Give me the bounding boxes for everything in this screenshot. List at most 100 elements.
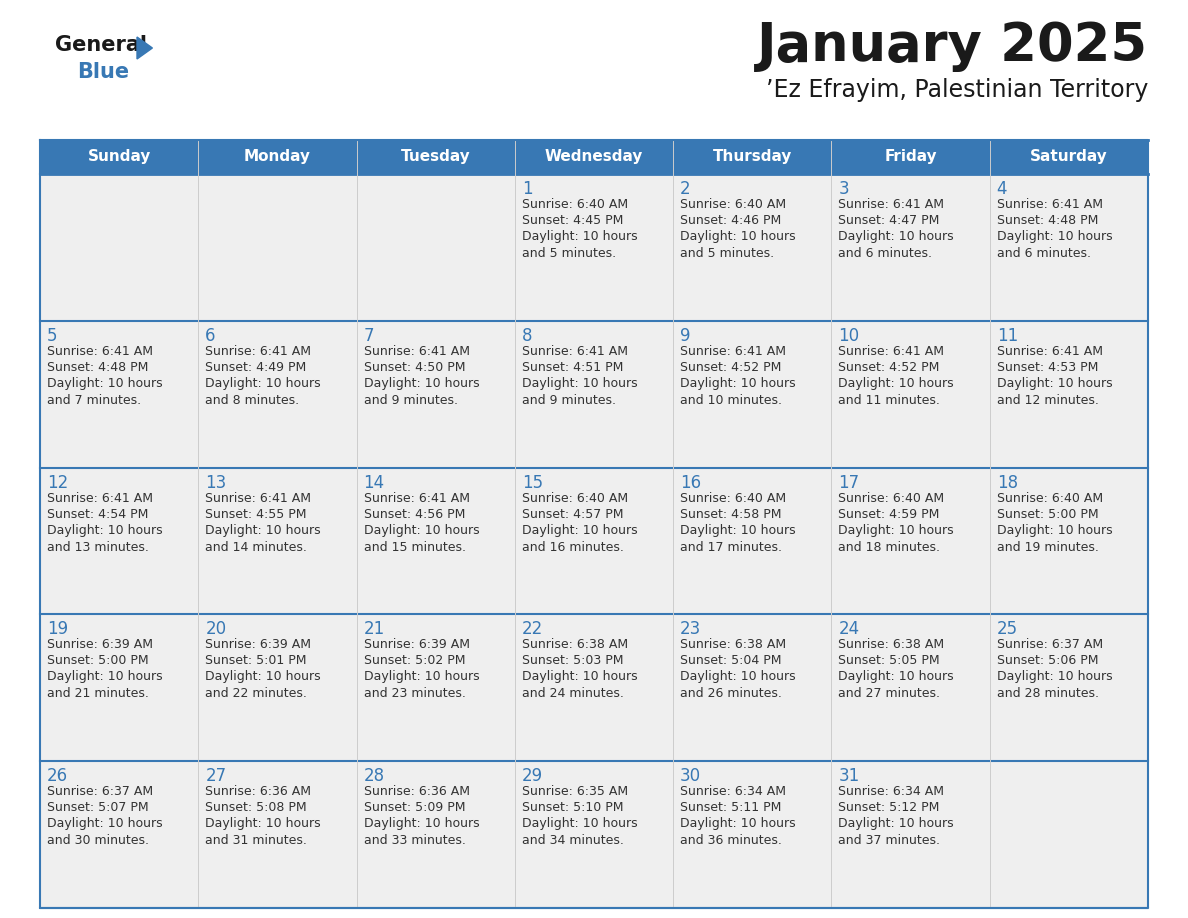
Bar [356,614,514,761]
Text: Sunrise: 6:40 AM: Sunrise: 6:40 AM [997,492,1102,505]
Bar [674,174,832,320]
Bar [514,614,674,761]
Text: ’Ez Efrayim, Palestinian Territory: ’Ez Efrayim, Palestinian Territory [765,78,1148,102]
Text: 21: 21 [364,621,385,638]
Text: 5: 5 [48,327,57,345]
Text: Sunset: 4:50 PM: Sunset: 4:50 PM [364,361,465,374]
Text: Sunset: 4:49 PM: Sunset: 4:49 PM [206,361,307,374]
Text: Sunrise: 6:41 AM: Sunrise: 6:41 AM [48,345,153,358]
Text: Friday: Friday [884,150,937,164]
Text: Sunset: 5:01 PM: Sunset: 5:01 PM [206,655,307,667]
Text: 8: 8 [522,327,532,345]
Text: Daylight: 10 hours
and 10 minutes.: Daylight: 10 hours and 10 minutes. [681,376,796,407]
Text: Daylight: 10 hours
and 37 minutes.: Daylight: 10 hours and 37 minutes. [839,817,954,847]
Bar [674,467,832,614]
Text: Daylight: 10 hours
and 9 minutes.: Daylight: 10 hours and 9 minutes. [364,376,479,407]
Text: 20: 20 [206,621,227,638]
Text: Sunset: 4:52 PM: Sunset: 4:52 PM [839,361,940,374]
Text: Sunset: 5:02 PM: Sunset: 5:02 PM [364,655,465,667]
Text: 27: 27 [206,767,227,785]
Text: 19: 19 [48,621,68,638]
Text: 23: 23 [681,621,701,638]
Text: Wednesday: Wednesday [545,150,643,164]
Text: Sunrise: 6:40 AM: Sunrise: 6:40 AM [681,198,786,211]
Text: Sunrise: 6:41 AM: Sunrise: 6:41 AM [206,492,311,505]
Bar [356,320,514,467]
Text: 30: 30 [681,767,701,785]
Text: Sunrise: 6:37 AM: Sunrise: 6:37 AM [997,638,1102,652]
Text: Sunrise: 6:40 AM: Sunrise: 6:40 AM [681,492,786,505]
Bar [356,761,514,908]
Text: Daylight: 10 hours
and 36 minutes.: Daylight: 10 hours and 36 minutes. [681,817,796,847]
Text: Saturday: Saturday [1030,150,1107,164]
Text: Sunrise: 6:41 AM: Sunrise: 6:41 AM [522,345,627,358]
Text: Sunrise: 6:39 AM: Sunrise: 6:39 AM [364,638,469,652]
Text: Monday: Monday [244,150,311,164]
Text: Daylight: 10 hours
and 19 minutes.: Daylight: 10 hours and 19 minutes. [997,523,1112,554]
Text: Tuesday: Tuesday [400,150,470,164]
Text: Sunrise: 6:41 AM: Sunrise: 6:41 AM [997,345,1102,358]
Text: Sunset: 5:09 PM: Sunset: 5:09 PM [364,801,465,814]
Bar [514,467,674,614]
Text: 25: 25 [997,621,1018,638]
Text: Sunrise: 6:38 AM: Sunrise: 6:38 AM [839,638,944,652]
Bar [990,614,1148,761]
Text: Blue: Blue [77,62,129,82]
Bar [198,174,356,320]
Text: Sunrise: 6:36 AM: Sunrise: 6:36 AM [206,785,311,798]
Text: Sunrise: 6:40 AM: Sunrise: 6:40 AM [522,198,628,211]
Bar [832,614,990,761]
Bar [40,174,198,320]
Text: Daylight: 10 hours
and 21 minutes.: Daylight: 10 hours and 21 minutes. [48,670,163,700]
Text: General: General [55,35,147,55]
Text: Sunset: 5:07 PM: Sunset: 5:07 PM [48,801,148,814]
Text: Sunrise: 6:34 AM: Sunrise: 6:34 AM [839,785,944,798]
Text: 10: 10 [839,327,860,345]
Text: Daylight: 10 hours
and 13 minutes.: Daylight: 10 hours and 13 minutes. [48,523,163,554]
Text: Daylight: 10 hours
and 31 minutes.: Daylight: 10 hours and 31 minutes. [206,817,321,847]
Text: Daylight: 10 hours
and 8 minutes.: Daylight: 10 hours and 8 minutes. [206,376,321,407]
Bar [832,320,990,467]
Text: Sunrise: 6:41 AM: Sunrise: 6:41 AM [839,345,944,358]
Text: 18: 18 [997,474,1018,492]
Text: Sunrise: 6:41 AM: Sunrise: 6:41 AM [839,198,944,211]
Bar [356,467,514,614]
Bar [40,614,198,761]
Text: Sunset: 5:08 PM: Sunset: 5:08 PM [206,801,307,814]
Text: Sunday: Sunday [88,150,151,164]
Text: 6: 6 [206,327,216,345]
Text: Sunset: 4:52 PM: Sunset: 4:52 PM [681,361,782,374]
Text: Sunrise: 6:39 AM: Sunrise: 6:39 AM [48,638,153,652]
Text: 31: 31 [839,767,860,785]
Text: Sunrise: 6:41 AM: Sunrise: 6:41 AM [48,492,153,505]
Text: 1: 1 [522,180,532,198]
Text: Sunrise: 6:41 AM: Sunrise: 6:41 AM [206,345,311,358]
Text: 2: 2 [681,180,690,198]
Text: Daylight: 10 hours
and 6 minutes.: Daylight: 10 hours and 6 minutes. [997,230,1112,260]
Polygon shape [137,37,152,59]
Text: 17: 17 [839,474,860,492]
Text: 13: 13 [206,474,227,492]
Bar [990,320,1148,467]
Text: Sunset: 4:45 PM: Sunset: 4:45 PM [522,214,624,227]
Text: Sunrise: 6:37 AM: Sunrise: 6:37 AM [48,785,153,798]
Bar [40,320,198,467]
Text: 7: 7 [364,327,374,345]
Text: Sunset: 4:54 PM: Sunset: 4:54 PM [48,508,148,521]
Text: Daylight: 10 hours
and 33 minutes.: Daylight: 10 hours and 33 minutes. [364,817,479,847]
Text: Daylight: 10 hours
and 23 minutes.: Daylight: 10 hours and 23 minutes. [364,670,479,700]
Text: 14: 14 [364,474,385,492]
Text: Sunset: 4:47 PM: Sunset: 4:47 PM [839,214,940,227]
Text: Sunset: 4:51 PM: Sunset: 4:51 PM [522,361,624,374]
Text: Daylight: 10 hours
and 26 minutes.: Daylight: 10 hours and 26 minutes. [681,670,796,700]
Text: January 2025: January 2025 [757,20,1148,72]
Text: Sunset: 5:04 PM: Sunset: 5:04 PM [681,655,782,667]
Text: Sunrise: 6:41 AM: Sunrise: 6:41 AM [364,345,469,358]
Bar [198,320,356,467]
Text: Sunset: 4:57 PM: Sunset: 4:57 PM [522,508,624,521]
Text: Sunset: 5:12 PM: Sunset: 5:12 PM [839,801,940,814]
Bar [198,761,356,908]
Text: Daylight: 10 hours
and 6 minutes.: Daylight: 10 hours and 6 minutes. [839,230,954,260]
Text: Daylight: 10 hours
and 16 minutes.: Daylight: 10 hours and 16 minutes. [522,523,638,554]
Text: Sunset: 4:56 PM: Sunset: 4:56 PM [364,508,465,521]
